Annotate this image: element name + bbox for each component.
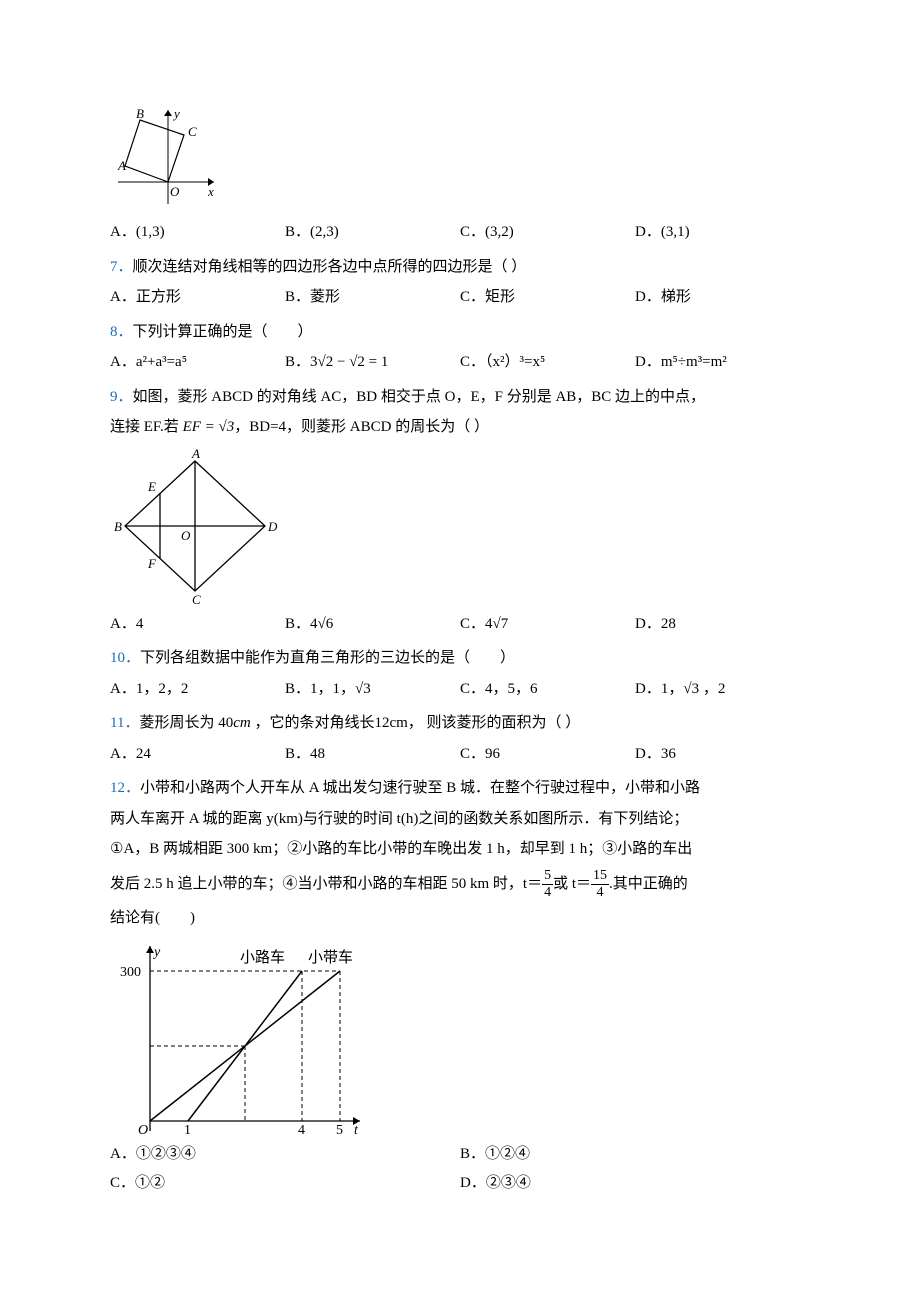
q12-choice-c[interactable]: C．①② [110,1169,460,1198]
svg-text:小路车: 小路车 [240,949,285,966]
svg-text:O: O [170,184,180,199]
q12-figure: 300 y O 1 4 5 t 小路车 小带车 [110,936,810,1136]
q7-num: 7． [110,259,133,275]
svg-text:D: D [267,519,278,534]
svg-text:y: y [172,106,180,121]
svg-text:E: E [147,479,156,494]
svg-text:300: 300 [120,965,141,980]
q9-choice-a[interactable]: A．4 [110,610,285,639]
q12-choices: A．①②③④ B．①②④ C．①② D．②③④ [110,1140,810,1197]
q11-choices: A．24 B．48 C．96 D．36 [110,740,810,769]
q8-choice-d[interactable]: D．m⁵÷m³=m² [635,348,810,377]
q12-svg: 300 y O 1 4 5 t 小路车 小带车 [110,936,370,1136]
svg-text:小带车: 小带车 [308,949,353,966]
svg-text:x: x [207,184,214,199]
q9-figure: A B C D O E F [110,446,810,606]
q11-choice-b[interactable]: B．48 [285,740,460,769]
q9-choice-b[interactable]: B．4√6 [285,610,460,639]
svg-text:5: 5 [336,1123,343,1136]
q12-frac1: 54 [542,868,553,900]
q9-choices: A．4 B．4√6 C．4√7 D．28 [110,610,810,639]
q12-text4c: .其中正确的 [609,876,688,892]
q7-choices: A．正方形 B．菱形 C．矩形 D．梯形 [110,283,810,312]
q12-line3: ①A，B 两城相距 300 km；②小路的车比小带的车晚出发 1 h，却早到 1… [110,835,810,864]
q9-text2a: 连接 EF.若 [110,419,183,435]
q9-choice-d[interactable]: D．28 [635,610,810,639]
q6-choice-d[interactable]: D．(3,1) [635,218,810,247]
q6-svg: B C A O x y [110,104,220,214]
q11-choice-c[interactable]: C．96 [460,740,635,769]
svg-text:F: F [147,556,157,571]
q7-choice-c[interactable]: C．矩形 [460,283,635,312]
q12-num: 12． [110,780,140,796]
q10-choice-d[interactable]: D．1，√3 ，2 [635,675,810,704]
q12-line1: 12．小带和小路两个人开车从 A 城出发匀速行驶至 B 城．在整个行驶过程中，小… [110,774,810,803]
q7-text: 顺次连结对角线相等的四边形各边中点所得的四边形是（ ） [133,259,527,275]
q9-line2: 连接 EF.若 EF = √3，BD=4，则菱形 ABCD 的周长为（ ） [110,413,810,442]
q9-svg: A B C D O E F [110,446,280,606]
q7-choice-b[interactable]: B．菱形 [285,283,460,312]
q6-choice-c[interactable]: C．(3,2) [460,218,635,247]
q10-choice-a[interactable]: A．1，2，2 [110,675,285,704]
q10-num: 10． [110,650,140,666]
q12-choice-a[interactable]: A．①②③④ [110,1140,460,1169]
q12-text1: 小带和小路两个人开车从 A 城出发匀速行驶至 B 城．在整个行驶过程中，小带和小… [140,780,700,796]
q12-line4: 发后 2.5 h 追上小带的车；④当小带和小路的车相距 50 km 时，t＝54… [110,866,810,902]
q8-text: 下列计算正确的是（ ） [133,324,313,340]
q10-choice-b[interactable]: B．1，1，√3 [285,675,460,704]
svg-text:B: B [114,519,122,534]
q11-textb: ，它的条对角线长12cm， 则该菱形的面积为（ ） [251,715,581,731]
q9-line1: 9．如图，菱形 ABCD 的对角线 AC，BD 相交于点 O，E，F 分别是 A… [110,383,810,412]
q8: 8．下列计算正确的是（ ） [110,318,810,347]
svg-text:t: t [354,1123,359,1136]
q9-num: 9． [110,389,133,405]
q8-choice-c[interactable]: C．（x²）³=x⁵ [460,348,635,377]
svg-text:B: B [136,106,144,121]
svg-text:O: O [138,1123,148,1136]
svg-text:C: C [188,124,197,139]
q7: 7．顺次连结对角线相等的四边形各边中点所得的四边形是（ ） [110,253,810,282]
q12-line5: 结论有( ) [110,904,810,933]
q9-ef: EF = √3 [183,419,235,435]
q8-choices: A．a²+a³=a⁵ B．3√2 − √2 = 1 C．（x²）³=x⁵ D．m… [110,348,810,377]
q10: 10．下列各组数据中能作为直角三角形的三边长的是（ ） [110,644,810,673]
svg-text:C: C [192,592,201,606]
q10-text: 下列各组数据中能作为直角三角形的三边长的是（ ） [140,650,515,666]
q6-choices: A．(1,3) B．(2,3) C．(3,2) D．(3,1) [110,218,810,247]
svg-text:O: O [181,528,191,543]
q12-frac2: 154 [591,868,609,900]
q7-choice-a[interactable]: A．正方形 [110,283,285,312]
q8-num: 8． [110,324,133,340]
q11-choice-a[interactable]: A．24 [110,740,285,769]
q9-text2b: ，BD=4，则菱形 ABCD 的周长为（ ） [234,419,489,435]
svg-text:A: A [117,158,126,173]
q11-cm: cm [233,715,251,731]
q9-text1: 如图，菱形 ABCD 的对角线 AC，BD 相交于点 O，E，F 分别是 AB，… [133,389,706,405]
svg-text:A: A [191,446,200,461]
q12-choice-d[interactable]: D．②③④ [460,1169,810,1198]
svg-text:y: y [152,945,161,960]
q10-choices: A．1，2，2 B．1，1，√3 C．4，5，6 D．1，√3 ，2 [110,675,810,704]
q11-texta: 菱形周长为 40 [139,715,233,731]
q7-choice-d[interactable]: D．梯形 [635,283,810,312]
q11-choice-d[interactable]: D．36 [635,740,810,769]
q6-figure: B C A O x y [110,104,810,214]
q8-choice-b[interactable]: B．3√2 − √2 = 1 [285,348,460,377]
q6-choice-a[interactable]: A．(1,3) [110,218,285,247]
q8-choice-a[interactable]: A．a²+a³=a⁵ [110,348,285,377]
q12-line2: 两人车离开 A 城的距离 y(km)与行驶的时间 t(h)之间的函数关系如图所示… [110,805,810,834]
q9-choice-c[interactable]: C．4√7 [460,610,635,639]
q10-choice-c[interactable]: C．4，5，6 [460,675,635,704]
q12-text4b: 或 t＝ [553,876,591,892]
q11: 11．菱形周长为 40cm ，它的条对角线长12cm， 则该菱形的面积为（ ） [110,709,810,738]
q12-text4a: 发后 2.5 h 追上小带的车；④当小带和小路的车相距 50 km 时，t＝ [110,876,542,892]
svg-text:4: 4 [298,1123,305,1136]
q6-choice-b[interactable]: B．(2,3) [285,218,460,247]
q12-choice-b[interactable]: B．①②④ [460,1140,810,1169]
q11-num: 11． [110,715,139,731]
svg-text:1: 1 [184,1123,191,1136]
